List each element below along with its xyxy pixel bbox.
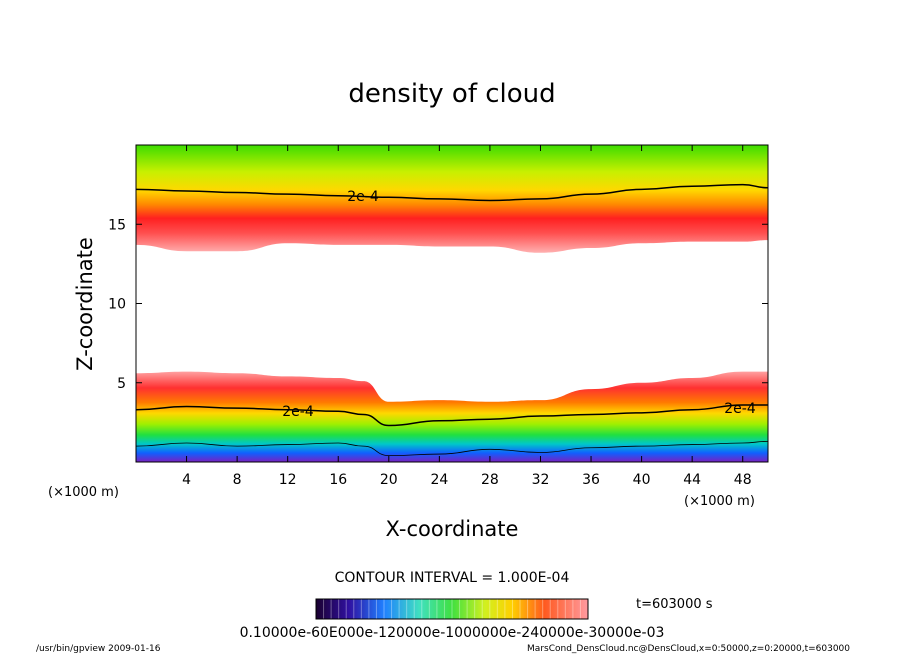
y-tick-label: 5 bbox=[117, 376, 126, 392]
contour-interval-text: CONTOUR INTERVAL = 1.000E-04 bbox=[335, 570, 570, 586]
footer-left: /usr/bin/gpview 2009-01-16 bbox=[36, 644, 161, 654]
x-unit-left: (×1000 m) bbox=[48, 485, 119, 500]
x-tick-label: 20 bbox=[380, 472, 398, 488]
x-tick-label: 48 bbox=[734, 472, 752, 488]
x-tick-label: 12 bbox=[279, 472, 297, 488]
x-axis-ticks: 4 8 12 16 20 24 28 32 36 40 44 48 bbox=[182, 145, 752, 488]
chart-title: density of cloud bbox=[348, 79, 555, 109]
plot-area bbox=[136, 145, 768, 462]
colorbar-frame bbox=[315, 598, 589, 620]
contour-label-lower-right: 2e-4 bbox=[724, 401, 756, 417]
y-axis-ticks: 5 10 15 bbox=[108, 217, 768, 392]
colorbar-fill bbox=[316, 599, 588, 619]
colorbar-labels: 0.10000e-60E000e-120000e-1000000e-240000… bbox=[240, 625, 665, 641]
y-tick-label: 15 bbox=[108, 217, 126, 233]
y-axis-label: Z-coordinate bbox=[73, 237, 97, 371]
time-label: t=603000 s bbox=[636, 597, 713, 612]
x-tick-label: 44 bbox=[683, 472, 701, 488]
contour-label-lower-left: 2e-4 bbox=[282, 404, 314, 420]
x-tick-label: 4 bbox=[182, 472, 191, 488]
y-tick-label: 10 bbox=[108, 297, 126, 313]
colorbar bbox=[315, 598, 589, 620]
x-tick-label: 24 bbox=[430, 472, 448, 488]
x-unit-right: (×1000 m) bbox=[684, 494, 755, 509]
x-tick-label: 8 bbox=[233, 472, 242, 488]
lower-contour-line bbox=[136, 404, 768, 427]
x-axis-label: X-coordinate bbox=[386, 517, 519, 541]
x-tick-label: 32 bbox=[532, 472, 550, 488]
footer-right: MarsCond_DensCloud.nc@DensCloud,x=0:5000… bbox=[527, 644, 850, 654]
lower-cloud-layer bbox=[136, 371, 768, 462]
colorbar-stripes bbox=[323, 599, 581, 619]
lower-edge-contour-line bbox=[136, 440, 768, 457]
upper-contour-line bbox=[136, 183, 768, 202]
x-tick-label: 28 bbox=[481, 472, 499, 488]
contour-label-upper: 2e-4 bbox=[347, 189, 379, 205]
x-tick-label: 16 bbox=[329, 472, 347, 488]
x-tick-label: 40 bbox=[633, 472, 651, 488]
x-tick-label: 36 bbox=[582, 472, 600, 488]
